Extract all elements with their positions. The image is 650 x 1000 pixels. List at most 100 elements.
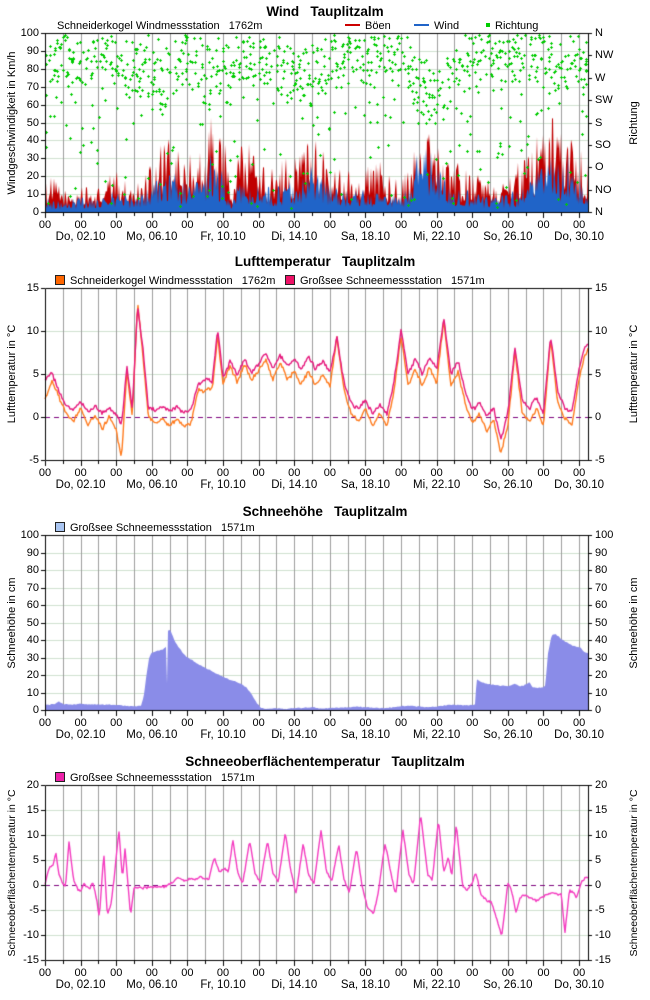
grosssee-square-swatch — [285, 275, 295, 285]
grosssee-square-swatch — [55, 772, 65, 782]
chart-section-wind: Wind Tauplitzalm Schneiderkogel Windmess… — [0, 0, 650, 250]
y-tick-label: -15 — [23, 954, 39, 966]
x-date-tick-label: So, 26.10 — [483, 231, 533, 243]
x-hour-tick-label: 00 — [181, 717, 194, 729]
x-date-tick-label: Sa, 18.10 — [340, 979, 391, 991]
legend-entry-label: Richtung — [495, 20, 539, 32]
x-date-tick-label: Mo, 06.10 — [126, 231, 178, 243]
x-hour-tick-label: 00 — [537, 467, 550, 479]
y-tick-label: 10 — [26, 188, 39, 201]
x-date-tick-label: Do, 30.10 — [554, 479, 605, 491]
x-date-tick-label: Fr, 10.10 — [200, 479, 246, 491]
y-tick-label: 15 — [26, 282, 39, 294]
grosssee-square-swatch — [55, 522, 65, 532]
wind-plot-canvas — [0, 0, 650, 250]
legend-entry-boeen: Böen — [345, 20, 391, 32]
y-tick-label: -5 — [29, 454, 39, 466]
x-date-tick-label: Do, 02.10 — [55, 231, 106, 243]
y2-tick-label: O — [595, 161, 604, 174]
chart-title-wind: Wind Tauplitzalm — [266, 4, 384, 19]
x-hour-tick-label: 00 — [74, 717, 87, 729]
x-hour-tick-label: 00 — [252, 967, 265, 979]
y2-tick-label: 15 — [595, 804, 608, 816]
legend-entry-label: Großsee Schneemessstation 1571m — [300, 275, 485, 287]
legend-station-label: Schneiderkogel Windmessstation 1762m — [57, 20, 263, 32]
x-hour-tick-label: 00 — [252, 717, 265, 729]
y-tick-label: 0 — [32, 206, 39, 218]
x-date-tick-label: Sa, 18.10 — [340, 479, 391, 491]
x-hour-tick-label: 00 — [466, 717, 479, 729]
x-date-tick-label: Do, 30.10 — [554, 729, 605, 741]
x-hour-tick-label: 00 — [74, 219, 87, 231]
y2-tick-label: 5 — [595, 368, 602, 380]
x-hour-tick-label: 00 — [110, 967, 123, 979]
chart-title-schneeoberflaechentemperatur: Schneeoberflächentemperatur Tauplitzalm — [185, 754, 465, 769]
chart-section-schneehoehe: Schneehöhe Tauplitzalm Großsee Schneemes… — [0, 500, 650, 750]
x-date-tick-label: Mi, 22.10 — [413, 231, 461, 243]
x-date-tick-label: Mo, 06.10 — [126, 979, 178, 991]
x-hour-tick-label: 00 — [359, 967, 372, 979]
y2-tick-label: SO — [595, 138, 611, 151]
x-date-tick-label: Di, 14.10 — [271, 231, 318, 243]
legend-entry-richtung: Richtung — [486, 20, 538, 32]
legend-entry-wind: Wind — [414, 20, 459, 32]
x-date-tick-label: Sa, 18.10 — [340, 729, 391, 741]
x-hour-tick-label: 00 — [110, 467, 123, 479]
chart-title-schneehoehe: Schneehöhe Tauplitzalm — [242, 504, 408, 519]
y-tick-label: -10 — [23, 929, 39, 941]
x-hour-tick-label: 00 — [252, 219, 265, 231]
x-date-tick-label: Mi, 22.10 — [413, 729, 461, 741]
x-hour-tick-label: 00 — [145, 219, 158, 231]
x-hour-tick-label: 00 — [430, 467, 443, 479]
y-tick-label: 70 — [26, 581, 39, 594]
x-hour-tick-label: 00 — [323, 717, 336, 729]
x-hour-tick-label: 00 — [323, 219, 336, 231]
x-hour-tick-label: 00 — [501, 467, 514, 479]
direction-dot-swatch — [486, 23, 490, 27]
y2-tick-label: 10 — [595, 686, 608, 699]
y-tick-label: 20 — [26, 779, 39, 791]
y2-tick-label: 70 — [595, 581, 608, 594]
y-tick-label: 20 — [26, 170, 39, 183]
x-hour-tick-label: 00 — [572, 467, 586, 479]
x-hour-tick-label: 00 — [394, 467, 408, 479]
lufttemperatur-plot-canvas — [0, 250, 650, 500]
y2-tick-label: 60 — [595, 599, 608, 611]
y2-tick-label: 40 — [595, 634, 608, 646]
y-tick-label: 20 — [26, 669, 39, 681]
y2-tick-label: NO — [595, 183, 612, 196]
x-hour-tick-label: 00 — [572, 219, 586, 231]
y2-tick-label: NW — [595, 49, 614, 62]
x-hour-tick-label: 00 — [359, 219, 372, 231]
y2-tick-label: -5 — [595, 904, 605, 916]
x-hour-tick-label: 00 — [145, 967, 158, 979]
y-tick-label: 100 — [20, 529, 39, 541]
x-hour-tick-label: 00 — [466, 967, 479, 979]
x-hour-tick-label: 00 — [430, 717, 443, 729]
y2-tick-label: 0 — [595, 411, 602, 423]
y2-tick-label: -15 — [595, 954, 611, 966]
x-date-tick-label: Mo, 06.10 — [126, 479, 178, 491]
legend-entry-grosssee: Großsee Schneemessstation 1571m — [285, 275, 485, 287]
y-tick-label: 10 — [26, 829, 39, 841]
y-tick-label: 10 — [26, 686, 39, 699]
y-tick-label: 50 — [26, 616, 39, 629]
x-hour-tick-label: 00 — [110, 219, 123, 231]
x-hour-tick-label: 00 — [394, 717, 408, 729]
y2-tick-label: 30 — [595, 651, 608, 664]
x-hour-tick-label: 00 — [38, 717, 52, 729]
schneeoberflaechentemperatur-plot-canvas — [0, 750, 650, 1000]
x-hour-tick-label: 00 — [181, 467, 194, 479]
y2-tick-label: 20 — [595, 779, 608, 791]
x-hour-tick-label: 00 — [430, 219, 443, 231]
x-hour-tick-label: 00 — [110, 717, 123, 729]
x-hour-tick-label: 00 — [74, 467, 87, 479]
y-tick-label: 5 — [32, 368, 39, 380]
schneiderkogel-square-swatch — [55, 275, 65, 285]
wind-line-swatch — [414, 24, 429, 26]
x-hour-tick-label: 00 — [288, 219, 301, 231]
x-hour-tick-label: 00 — [572, 967, 586, 979]
x-hour-tick-label: 00 — [572, 717, 586, 729]
y-tick-label: -5 — [29, 904, 39, 916]
y-tick-label: 15 — [26, 804, 39, 816]
